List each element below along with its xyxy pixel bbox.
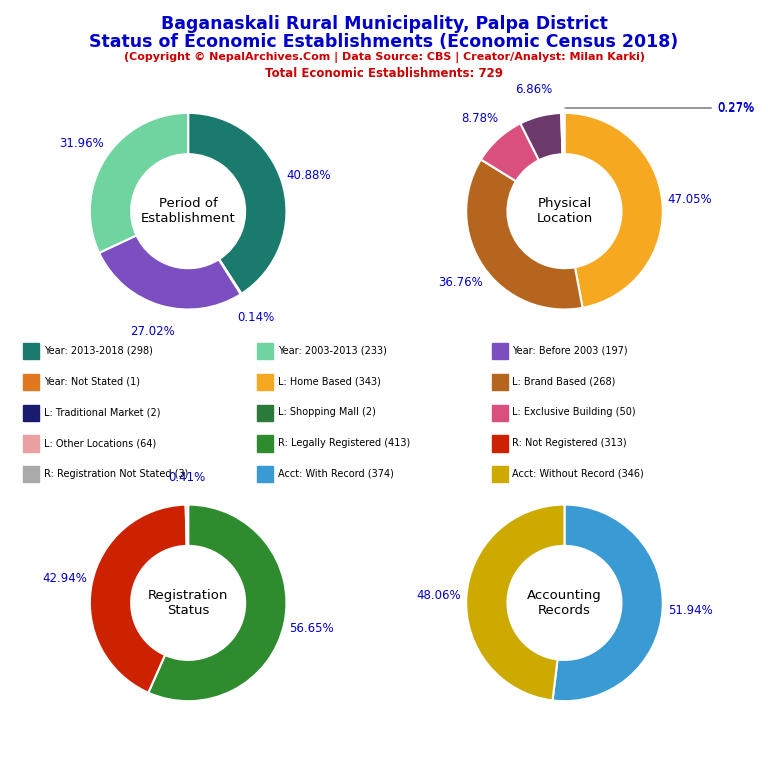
- Text: Accounting
Records: Accounting Records: [527, 589, 602, 617]
- Wedge shape: [466, 160, 583, 310]
- Text: 0.27%: 0.27%: [564, 101, 754, 114]
- Text: R: Legally Registered (413): R: Legally Registered (413): [278, 438, 410, 449]
- Text: 6.86%: 6.86%: [515, 83, 552, 96]
- Text: Status of Economic Establishments (Economic Census 2018): Status of Economic Establishments (Econo…: [89, 33, 679, 51]
- Text: (Copyright © NepalArchives.Com | Data Source: CBS | Creator/Analyst: Milan Karki: (Copyright © NepalArchives.Com | Data So…: [124, 51, 644, 62]
- Text: 56.65%: 56.65%: [289, 623, 333, 635]
- Text: L: Home Based (343): L: Home Based (343): [278, 376, 381, 387]
- Text: 48.06%: 48.06%: [416, 589, 462, 601]
- Text: Acct: With Record (374): Acct: With Record (374): [278, 468, 394, 479]
- Text: 42.94%: 42.94%: [42, 572, 88, 585]
- Text: 8.78%: 8.78%: [461, 112, 498, 125]
- Wedge shape: [99, 235, 240, 310]
- Wedge shape: [552, 505, 663, 701]
- Text: 0.41%: 0.41%: [168, 471, 205, 484]
- Text: L: Exclusive Building (50): L: Exclusive Building (50): [512, 407, 636, 418]
- Text: R: Not Registered (313): R: Not Registered (313): [512, 438, 627, 449]
- Wedge shape: [561, 113, 564, 154]
- Text: L: Other Locations (64): L: Other Locations (64): [44, 438, 156, 449]
- Wedge shape: [521, 113, 562, 161]
- Wedge shape: [90, 113, 188, 253]
- Text: Registration
Status: Registration Status: [148, 589, 228, 617]
- Text: 0.14%: 0.14%: [237, 311, 274, 324]
- Wedge shape: [186, 505, 188, 546]
- Text: Year: Not Stated (1): Year: Not Stated (1): [44, 376, 140, 387]
- Text: Year: 2013-2018 (298): Year: 2013-2018 (298): [44, 346, 153, 356]
- Text: 36.76%: 36.76%: [439, 276, 483, 289]
- Text: Period of
Establishment: Period of Establishment: [141, 197, 236, 225]
- Text: Baganaskali Rural Municipality, Palpa District: Baganaskali Rural Municipality, Palpa Di…: [161, 15, 607, 33]
- Text: 0.27%: 0.27%: [566, 101, 754, 114]
- Text: L: Brand Based (268): L: Brand Based (268): [512, 376, 616, 387]
- Text: Acct: Without Record (346): Acct: Without Record (346): [512, 468, 644, 479]
- Text: 40.88%: 40.88%: [286, 169, 331, 182]
- Text: Year: Before 2003 (197): Year: Before 2003 (197): [512, 346, 628, 356]
- Text: L: Traditional Market (2): L: Traditional Market (2): [44, 407, 161, 418]
- Wedge shape: [466, 505, 564, 700]
- Wedge shape: [90, 505, 187, 693]
- Wedge shape: [564, 113, 663, 308]
- Text: 27.02%: 27.02%: [131, 326, 175, 339]
- Text: R: Registration Not Stated (3): R: Registration Not Stated (3): [44, 468, 188, 479]
- Text: 31.96%: 31.96%: [60, 137, 104, 150]
- Text: L: Shopping Mall (2): L: Shopping Mall (2): [278, 407, 376, 418]
- Wedge shape: [481, 124, 539, 181]
- Text: Physical
Location: Physical Location: [536, 197, 593, 225]
- Wedge shape: [188, 113, 286, 294]
- Text: 47.05%: 47.05%: [667, 193, 712, 206]
- Wedge shape: [148, 505, 286, 701]
- Text: 51.94%: 51.94%: [667, 604, 713, 617]
- Text: Total Economic Establishments: 729: Total Economic Establishments: 729: [265, 67, 503, 80]
- Wedge shape: [563, 113, 564, 154]
- Text: Year: 2003-2013 (233): Year: 2003-2013 (233): [278, 346, 387, 356]
- Wedge shape: [219, 259, 241, 294]
